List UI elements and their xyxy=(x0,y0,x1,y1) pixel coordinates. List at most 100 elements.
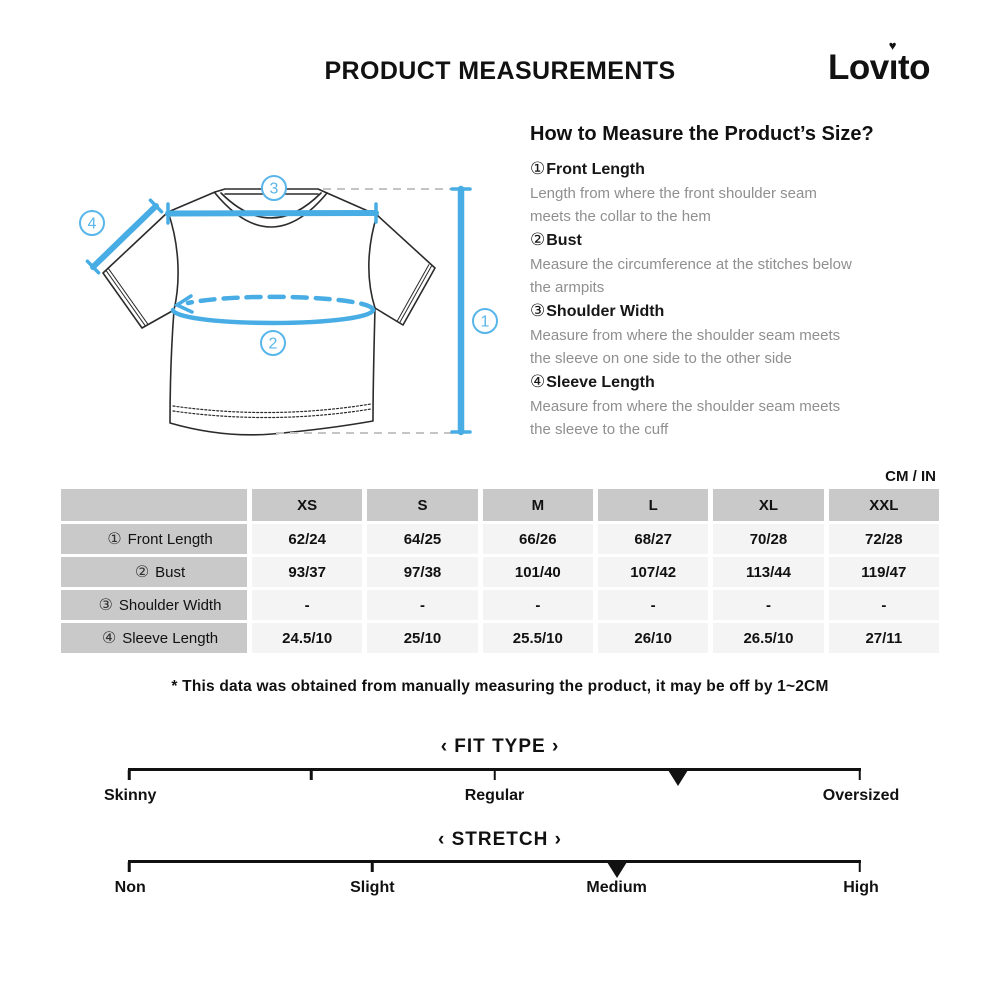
scale-tick xyxy=(310,770,313,780)
size-column-header: S xyxy=(367,489,478,521)
size-table: XS S M L XL XXL ① Front Length 62/24 64/2… xyxy=(56,486,944,656)
how-to-item-label: Shoulder Width xyxy=(546,303,665,320)
svg-text:4: 4 xyxy=(88,216,97,233)
circled-number: ① xyxy=(107,531,122,548)
measurement-value: - xyxy=(367,590,478,620)
measurement-value: 66/26 xyxy=(482,524,593,554)
how-to-item-desc: Measure from where the shoulder seam mee… xyxy=(530,327,841,367)
row-label: ③ Shoulder Width xyxy=(61,590,247,620)
scale-label: High xyxy=(843,879,879,896)
stretch-marker-icon xyxy=(606,862,627,878)
guide-dashed-lines xyxy=(276,188,453,434)
marker-bust: 2 xyxy=(260,330,286,356)
svg-text:3: 3 xyxy=(270,181,279,198)
circled-number: ④ xyxy=(101,630,117,647)
fit-type-title: ‹ FIT TYPE › xyxy=(440,736,560,757)
units-label: CM / IN xyxy=(885,468,936,485)
size-column-header: XL xyxy=(713,489,824,521)
scale-tick xyxy=(128,862,131,872)
table-row: ③ Shoulder Width - - - - - - xyxy=(61,590,939,620)
brand-logo-part: to xyxy=(897,48,931,87)
measurement-value: 101/40 xyxy=(482,557,593,587)
brand-logo-stem: ı xyxy=(888,48,899,87)
measurement-value: 24.5/10 xyxy=(252,623,363,653)
how-to-item: ③Shoulder Width Measure from where the s… xyxy=(530,299,960,370)
measurement-value: - xyxy=(713,590,824,620)
size-table-header-row: XS S M L XL XXL xyxy=(61,489,939,521)
circled-number: ④ xyxy=(530,372,546,391)
brand-logo: Lovı ♥ to xyxy=(827,39,931,88)
how-to-item: ②Bust Measure the circumference at the s… xyxy=(530,228,960,299)
scale-label: Non xyxy=(114,879,146,896)
scale-tick xyxy=(493,770,496,780)
measurement-value: - xyxy=(482,590,593,620)
measurement-value: 25/10 xyxy=(367,623,478,653)
measurement-value: 62/24 xyxy=(252,524,363,554)
circled-number: ③ xyxy=(530,301,546,320)
fit-type-scale: Skinny Regular Oversized xyxy=(104,768,899,814)
measurement-value: - xyxy=(828,590,939,620)
measurement-value: 72/28 xyxy=(828,524,939,554)
scale-tick xyxy=(371,862,374,872)
scale-line xyxy=(128,860,861,863)
sleeve-length-line xyxy=(85,198,164,275)
measurement-value: 27/11 xyxy=(828,623,939,653)
measurement-value: 70/28 xyxy=(713,524,824,554)
size-column-header: XS xyxy=(252,489,363,521)
scale-tick xyxy=(858,862,861,872)
row-label: ② Bust xyxy=(61,557,247,587)
measurement-value: 93/37 xyxy=(252,557,363,587)
table-row: ④ Sleeve Length 24.5/10 25/10 25.5/10 26/… xyxy=(61,623,939,653)
how-to-item-desc: Length from where the front shoulder sea… xyxy=(530,185,817,225)
row-label: ① Front Length xyxy=(61,524,247,554)
measurement-value: 113/44 xyxy=(713,557,824,587)
measurement-value: - xyxy=(597,590,709,620)
how-to-item-desc: Measure from where the shoulder seam mee… xyxy=(530,398,841,438)
table-row: ① Front Length 62/24 64/25 66/26 68/27 70… xyxy=(61,524,939,554)
how-to-title: How to Measure the Product’s Size? xyxy=(530,123,874,145)
measurement-value: 107/42 xyxy=(597,557,709,587)
scale-tick xyxy=(128,770,131,780)
marker-front-length: 1 xyxy=(472,308,498,334)
how-to-measure-section: How to Measure the Product’s Size? ①Fron… xyxy=(530,123,960,441)
scale-label: Skinny xyxy=(103,787,157,804)
size-column-header: M xyxy=(482,489,593,521)
scale-label: Medium xyxy=(586,879,647,896)
scale-label: Oversized xyxy=(822,787,900,804)
table-row: ② Bust 93/37 97/38 101/40 107/42 113/44 1… xyxy=(61,557,939,587)
marker-sleeve-length: 4 xyxy=(79,210,105,236)
svg-text:1: 1 xyxy=(481,314,490,331)
front-length-line xyxy=(450,185,472,436)
how-to-item-label: Front Length xyxy=(546,161,645,178)
measurement-value: 119/47 xyxy=(828,557,939,587)
stretch-title: ‹ STRETCH › xyxy=(438,829,562,850)
measurement-value: 68/27 xyxy=(597,524,709,554)
scale-line xyxy=(128,768,861,771)
measurement-value: - xyxy=(252,590,363,620)
circled-number: ③ xyxy=(98,597,113,614)
measurement-value: 25.5/10 xyxy=(482,623,593,653)
how-to-item-desc: Measure the circumference at the stitche… xyxy=(530,256,852,296)
measurement-value: 64/25 xyxy=(367,524,478,554)
corner-cell xyxy=(61,489,247,521)
brand-heart-dot-icon: ♥ xyxy=(888,38,897,53)
fit-type-marker-icon xyxy=(667,770,688,786)
measurement-value: 26/10 xyxy=(597,623,709,653)
measurement-disclaimer: * This data was obtained from manually m… xyxy=(171,678,829,695)
how-to-item: ①Front Length Length from where the fron… xyxy=(530,157,960,228)
brand-logo-part: Lov xyxy=(827,48,889,87)
scale-tick xyxy=(858,770,861,780)
tshirt-outline xyxy=(102,188,436,436)
measurement-value: 97/38 xyxy=(367,557,478,587)
bust-measure-ellipse xyxy=(170,294,376,326)
stretch-scale: Non Slight Medium High xyxy=(115,860,879,906)
size-column-header: XXL xyxy=(828,489,939,521)
page-title: PRODUCT MEASUREMENTS xyxy=(324,57,676,85)
shoulder-width-line xyxy=(165,202,379,225)
scale-label: Slight xyxy=(350,879,395,896)
brand-logo-i: ı ♥ xyxy=(888,39,899,88)
how-to-item: ④Sleeve Length Measure from where the sh… xyxy=(530,370,960,441)
row-label: ④ Sleeve Length xyxy=(61,623,247,653)
scale-label: Regular xyxy=(464,787,525,804)
